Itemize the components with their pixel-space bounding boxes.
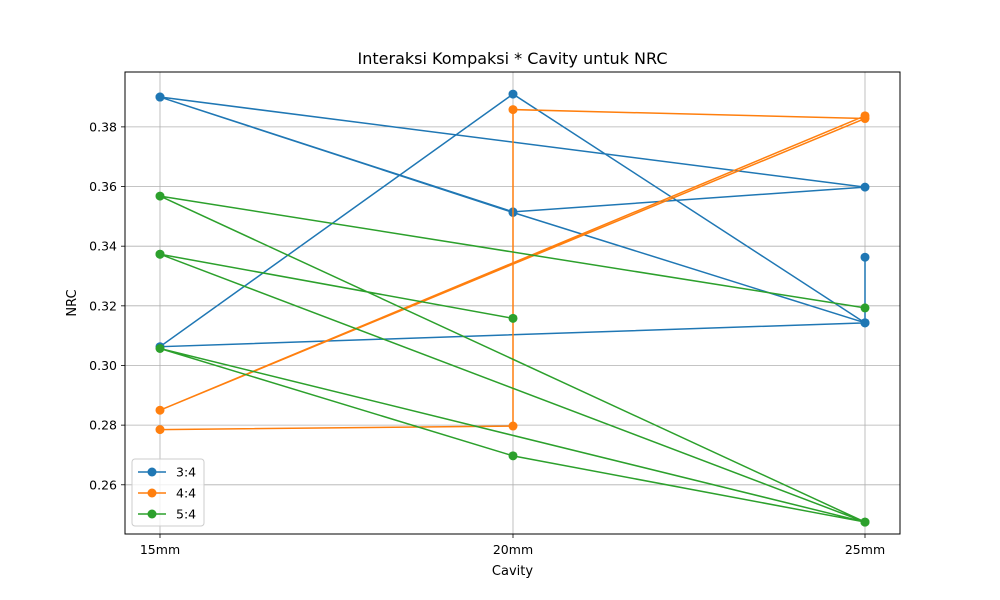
legend-label: 3:4 <box>176 465 196 480</box>
series-layer <box>155 89 870 527</box>
series-4-4 <box>155 105 870 435</box>
data-point <box>155 249 165 259</box>
legend-label: 4:4 <box>176 486 196 501</box>
data-point <box>508 105 518 115</box>
y-tick-label: 0.30 <box>89 358 117 373</box>
data-point <box>508 89 518 99</box>
data-point <box>155 191 165 201</box>
y-tick-label: 0.26 <box>89 477 117 492</box>
data-point <box>508 313 518 323</box>
data-point <box>508 421 518 431</box>
data-point <box>860 517 870 527</box>
legend-marker <box>147 488 157 498</box>
data-point <box>860 303 870 313</box>
x-axis-label: Cavity <box>492 564 533 579</box>
y-tick-label: 0.32 <box>89 298 117 313</box>
x-tick-label: 20mm <box>493 542 533 557</box>
plot-frame <box>124 71 901 535</box>
data-point <box>155 92 165 102</box>
legend-label: 5:4 <box>176 507 196 522</box>
ticks: 15mm 20mm 25mm 0.26 0.28 0.30 0.32 0.34 0.36 0.38 <box>89 119 885 557</box>
legend-item: 5:4 <box>138 507 196 522</box>
y-tick-label: 0.34 <box>89 239 117 254</box>
series-line <box>159 108 866 431</box>
series-line <box>157 93 866 348</box>
legend: 3:4 4:4 5:4 <box>131 458 205 527</box>
series-3-4 <box>155 89 870 352</box>
chart-title: Interaksi Kompaksi * Cavity untuk NRC <box>358 49 668 68</box>
y-tick-label: 0.38 <box>89 119 117 134</box>
legend-item: 3:4 <box>138 465 196 480</box>
data-point <box>860 111 870 121</box>
data-point <box>508 451 518 461</box>
legend-marker <box>147 509 157 519</box>
legend-marker <box>147 467 157 477</box>
y-tick-label: 0.36 <box>89 179 117 194</box>
series-5-4 <box>155 191 870 527</box>
x-tick-label: 15mm <box>140 542 180 557</box>
data-point <box>155 405 165 415</box>
x-tick-label: 25mm <box>845 542 885 557</box>
data-point <box>155 343 165 353</box>
legend-item: 4:4 <box>138 486 196 501</box>
y-tick-label: 0.28 <box>89 418 117 433</box>
data-point <box>860 252 870 262</box>
data-point <box>860 318 870 328</box>
data-point <box>155 425 165 435</box>
y-axis-label: NRC <box>65 289 80 316</box>
data-point <box>860 182 870 192</box>
